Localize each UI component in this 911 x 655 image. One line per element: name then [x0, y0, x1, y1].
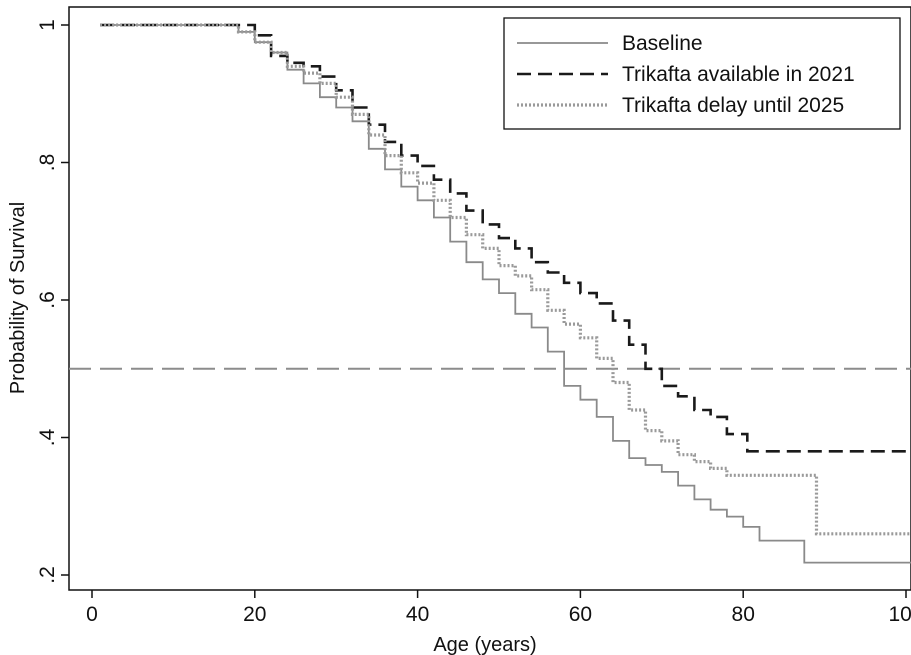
legend-label-2: Trikafta delay until 2025: [622, 94, 844, 117]
series-line-0: [100, 24, 911, 564]
x-tick-label: 20: [243, 603, 266, 626]
y-tick-label: .2: [36, 566, 59, 584]
x-axis-title: Age (years): [433, 634, 536, 655]
plot-frame: [68, 6, 911, 591]
x-tick-label: 0: [86, 603, 98, 626]
y-tick-label: .6: [36, 291, 59, 309]
legend-label-1: Trikafta available in 2021: [622, 63, 855, 86]
y-axis-title: Probability of Survival: [7, 202, 29, 394]
y-tick-label: .4: [36, 428, 59, 446]
y-tick-label: 1: [36, 19, 59, 31]
x-tick-label: 100: [888, 603, 911, 626]
legend-label-0: Baseline: [622, 32, 703, 55]
legend: Baseline Trikafta available in 2021 Trikaf…: [503, 17, 901, 130]
x-tick-label: 80: [732, 603, 755, 626]
x-tick-label: 60: [569, 603, 592, 626]
series-line-2: [100, 23, 911, 536]
x-tick-label: 40: [406, 603, 429, 626]
y-tick-label: .8: [36, 154, 59, 172]
